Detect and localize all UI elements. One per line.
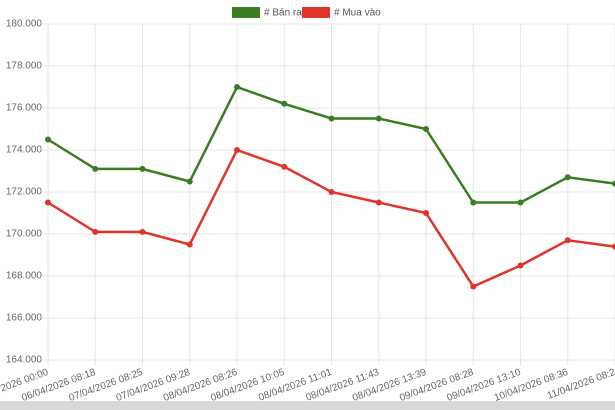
data-point: [612, 243, 615, 250]
data-point: [470, 199, 477, 206]
data-point: [186, 178, 193, 185]
data-point: [423, 126, 429, 132]
data-point: [564, 237, 571, 244]
y-tick-label: 164.000: [6, 355, 43, 366]
data-point: [139, 165, 146, 172]
data-point: [281, 100, 288, 107]
data-point: [234, 147, 240, 153]
y-tick-label: 170.000: [6, 229, 43, 240]
y-tick-label: 176.000: [6, 103, 43, 114]
data-point: [564, 174, 571, 181]
data-point: [45, 199, 51, 206]
data-point: [517, 199, 524, 206]
legend-swatch: [232, 7, 260, 18]
data-point: [612, 180, 615, 187]
y-tick-label: 166.000: [6, 313, 43, 324]
scroll-bar: [0, 401, 615, 410]
data-point: [328, 189, 335, 195]
data-point: [45, 136, 51, 143]
data-point: [470, 283, 477, 290]
y-tick-label: 168.000: [6, 271, 43, 282]
data-point: [328, 115, 335, 122]
y-tick-label: 178.000: [6, 61, 43, 72]
data-point: [375, 115, 382, 122]
data-point: [139, 228, 146, 235]
data-point: [92, 165, 99, 172]
data-point: [281, 163, 288, 170]
data-point: [234, 84, 240, 90]
y-tick-label: 180.000: [6, 19, 43, 30]
data-point: [92, 228, 99, 235]
data-point: [423, 210, 429, 216]
legend-label: # Bán ra: [264, 8, 302, 19]
data-point: [186, 241, 193, 248]
legend-swatch: [302, 7, 330, 18]
data-point: [517, 262, 524, 269]
legend-label: # Mua vào: [334, 8, 381, 19]
data-point: [375, 199, 382, 206]
y-tick-label: 174.000: [6, 145, 43, 156]
y-tick-label: 172.000: [6, 187, 43, 198]
